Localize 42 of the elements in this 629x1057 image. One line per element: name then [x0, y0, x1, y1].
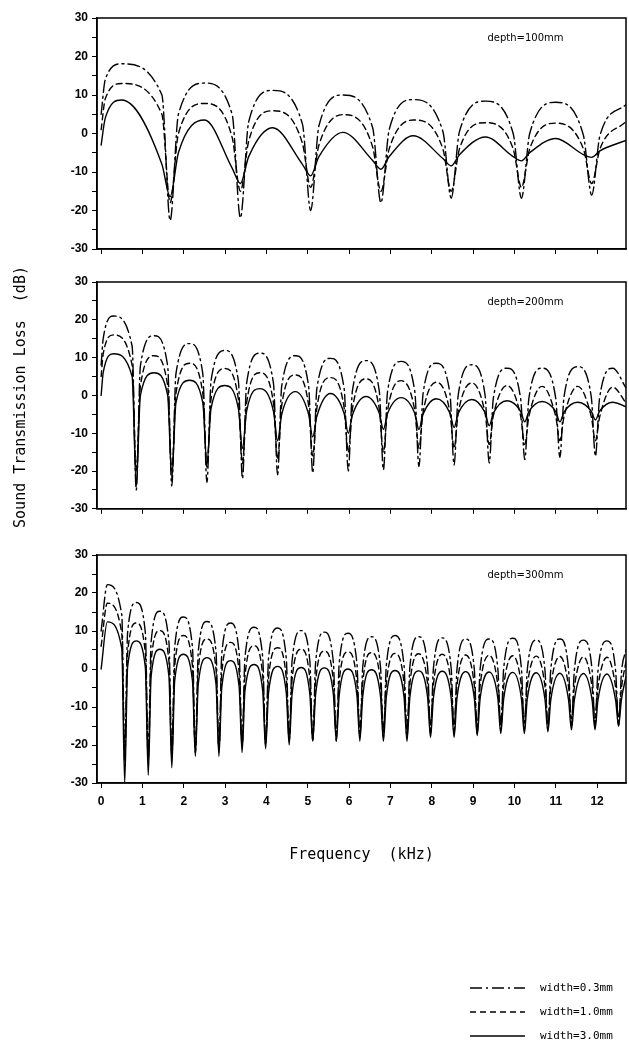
y-tick-label: -20 — [70, 737, 89, 752]
y-tick-label: -30 — [70, 241, 89, 256]
y-axis-title: Sound Transmission Loss (dB) — [11, 266, 29, 528]
y-tick-label: -10 — [70, 164, 89, 179]
x-tick-label: 8 — [428, 793, 436, 808]
y-tick-label: 20 — [74, 312, 89, 327]
y-tick-label: 0 — [81, 661, 89, 676]
y-tick-label: -20 — [70, 463, 89, 478]
x-tick-label: 2 — [180, 793, 188, 808]
y-tick-label: 30 — [74, 10, 89, 25]
y-tick-label: -10 — [70, 425, 89, 440]
y-tick-label: 30 — [74, 547, 89, 562]
x-tick-label: 12 — [590, 793, 605, 808]
y-tick-label: -30 — [70, 775, 89, 790]
x-tick-label: 6 — [345, 793, 353, 808]
x-tick-label: 11 — [549, 793, 563, 808]
y-tick-label: 0 — [81, 387, 89, 402]
y-tick-label: 10 — [74, 87, 89, 102]
y-tick-label: -10 — [70, 699, 89, 714]
x-tick-label: 0 — [97, 793, 105, 808]
y-tick-label: 10 — [74, 623, 89, 638]
annotation: depth=200mm — [487, 295, 564, 307]
y-tick-label: 0 — [81, 125, 89, 140]
x-tick-label: 4 — [263, 793, 271, 808]
x-tick-label: 9 — [469, 793, 477, 808]
y-tick-label: 20 — [74, 48, 89, 63]
y-tick-label: 10 — [74, 349, 89, 364]
y-tick-label: -20 — [70, 202, 89, 217]
x-tick-label: 3 — [221, 793, 229, 808]
x-tick-label: 10 — [507, 793, 522, 808]
x-tick-label: 1 — [139, 793, 147, 808]
y-tick-label: -30 — [70, 501, 89, 516]
x-axis-title: Frequency (kHz) — [289, 844, 434, 863]
legend-label: width=1.0mm — [540, 1004, 614, 1018]
y-tick-label: 20 — [74, 585, 89, 600]
annotation: depth=300mm — [487, 568, 564, 580]
legend-label: width=3.0mm — [540, 1028, 614, 1042]
legend-label: width=0.3mm — [540, 980, 614, 994]
y-tick-label: 30 — [74, 274, 89, 289]
x-tick-label: 5 — [304, 793, 312, 808]
x-tick-label: 7 — [387, 793, 395, 808]
annotation: depth=100mm — [487, 31, 564, 43]
